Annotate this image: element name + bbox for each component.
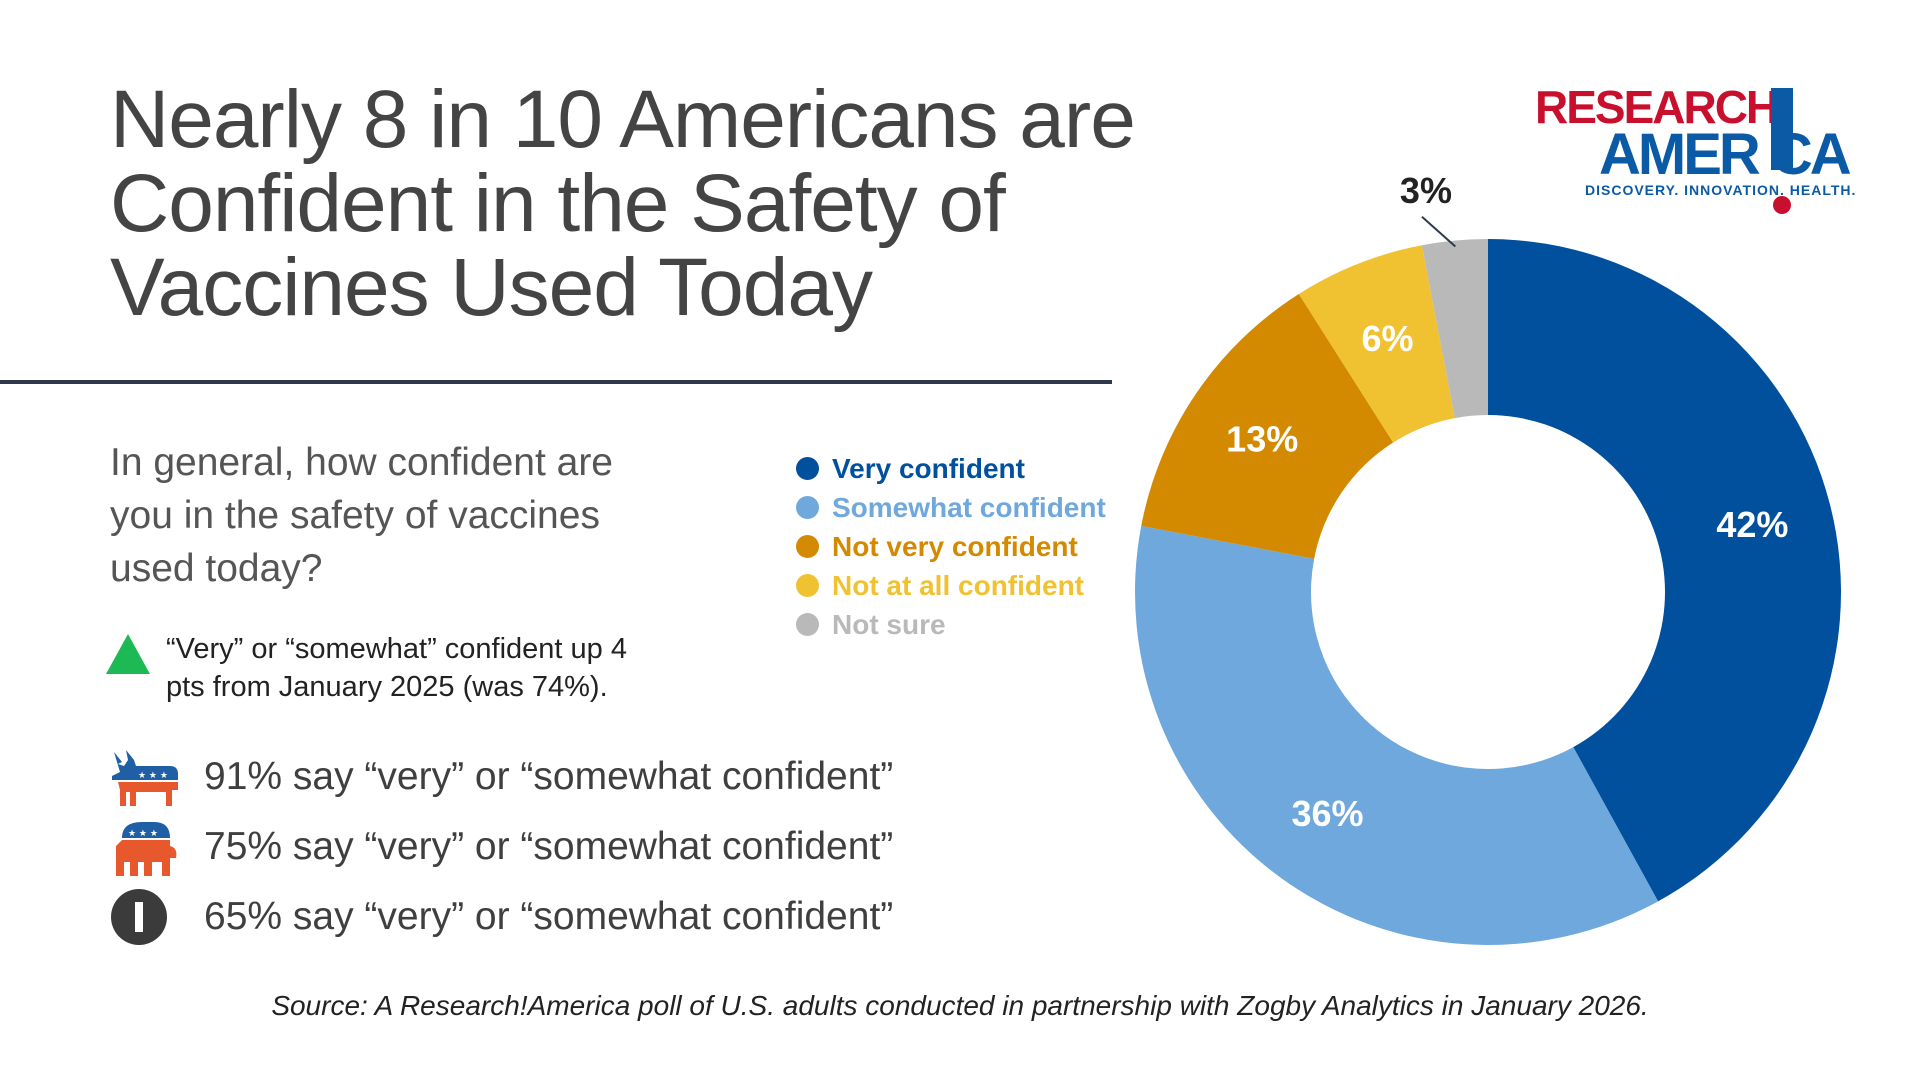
party-stat-democrat: ★ ★ ★ 91% say “very” or “somewhat confid… [108, 744, 893, 810]
independent-icon [108, 884, 188, 950]
data-label: 6% [1361, 318, 1413, 359]
data-label: 42% [1716, 504, 1788, 545]
legend-swatch [796, 457, 819, 480]
donut-slice [1421, 239, 1488, 419]
title-line: Nearly 8 in 10 Americans are [110, 74, 1136, 165]
donut-slice [1134, 525, 1659, 945]
page-title: Nearly 8 in 10 Americans are Confident i… [110, 78, 1160, 330]
change-note-text: “Very” or “somewhat” confident up 4 pts … [166, 630, 706, 706]
logo-exclamation-bar [1771, 88, 1793, 170]
party-stat-text: 91% say “very” or “somewhat confident” [204, 755, 894, 798]
legend-swatch [796, 613, 819, 636]
title-divider [0, 380, 1112, 384]
data-label: 3% [1400, 170, 1452, 211]
legend-label: Very confident [832, 452, 1025, 484]
donut-slice [1298, 245, 1455, 443]
source-note: Source: A Research!America poll of U.S. … [271, 990, 1649, 1021]
change-note: “Very” or “somewhat” confident up 4 pts … [104, 630, 706, 706]
legend-item: Somewhat confident [796, 488, 1106, 527]
data-label: 13% [1226, 419, 1298, 460]
question-line: used today? [110, 547, 323, 590]
title-line: Vaccines Used Today [110, 242, 873, 333]
legend-swatch [796, 496, 819, 519]
svg-text:★ ★ ★: ★ ★ ★ [128, 829, 158, 839]
party-stat-republican: ★ ★ ★ 75% say “very” or “somewhat confid… [108, 814, 893, 880]
chart-legend: Very confident Somewhat confident Not very… [796, 449, 1106, 644]
change-note-line: pts from January 2025 (was 74%). [166, 671, 608, 703]
democrat-donkey-icon: ★ ★ ★ [108, 744, 188, 810]
legend-item: Not sure [796, 605, 1106, 644]
logo-exclamation-dot [1773, 196, 1791, 214]
legend-item: Very confident [796, 449, 1106, 488]
legend-label: Somewhat confident [832, 491, 1106, 523]
title-line: Confident in the Safety of [110, 158, 1006, 249]
party-stat-independent: 65% say “very” or “somewhat confident” [108, 884, 893, 950]
survey-question: In general, how confident are you in the… [110, 436, 690, 595]
legend-item: Not at all confident [796, 566, 1106, 605]
svg-text:★ ★ ★: ★ ★ ★ [138, 771, 168, 781]
legend-label: Not sure [832, 608, 946, 640]
research-america-logo: RESEARCH AMER CA DISCOVERY. INNOVATION. … [1535, 84, 1855, 214]
legend-label: Not at all confident [832, 569, 1084, 601]
legend-item: Not very confident [796, 527, 1106, 566]
leader-line [1421, 216, 1457, 248]
republican-elephant-icon: ★ ★ ★ [108, 814, 188, 880]
logo-text-america: AMER CA [1599, 122, 1852, 187]
logo-tagline: DISCOVERY. INNOVATION. HEALTH. [1585, 182, 1857, 198]
change-note-line: “Very” or “somewhat” confident up 4 [166, 633, 627, 665]
legend-label: Not very confident [832, 530, 1078, 562]
logo-text-research: RESEARCH [1535, 81, 1779, 133]
party-stat-text: 75% say “very” or “somewhat confident” [204, 825, 894, 868]
data-label: 36% [1292, 793, 1364, 834]
up-triangle-icon [106, 634, 150, 674]
donut-slice [1141, 293, 1394, 559]
legend-swatch [796, 574, 819, 597]
legend-swatch [796, 535, 819, 558]
question-line: you in the safety of vaccines [110, 494, 600, 537]
donut-slice [1488, 239, 1841, 902]
party-stat-text: 65% say “very” or “somewhat confident” [204, 895, 894, 938]
question-line: In general, how confident are [110, 441, 614, 484]
